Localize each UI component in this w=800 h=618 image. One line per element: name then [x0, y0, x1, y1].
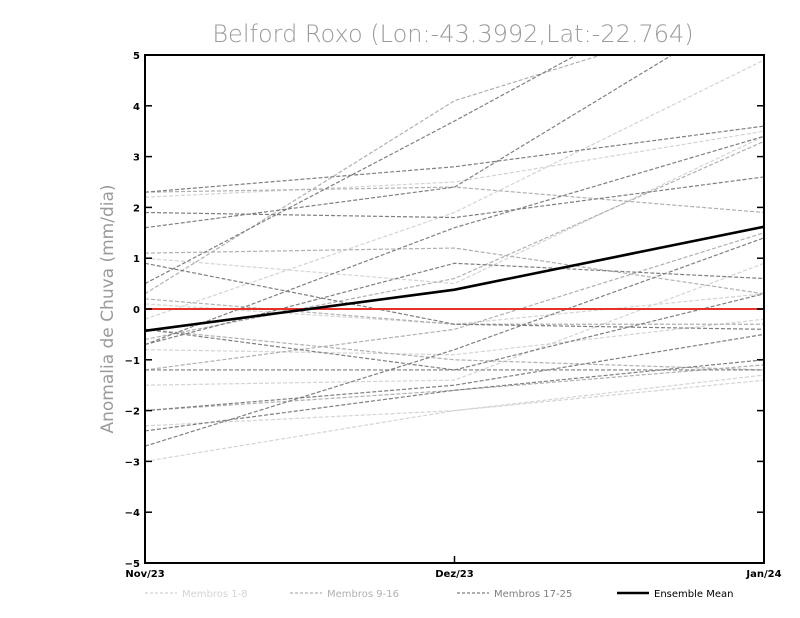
- member-line-25: [145, 262, 764, 346]
- y-tick-label: −3: [125, 457, 140, 468]
- ensemble-mean-group: [144, 225, 765, 333]
- legend-label: Membros 1-8: [182, 589, 248, 600]
- y-tick-label: 3: [133, 153, 140, 164]
- member-line-11: [145, 247, 764, 295]
- x-axis-ticks: Nov/23 Dez/23 Jan/24: [125, 556, 782, 580]
- x-tick-label: Nov/23: [125, 569, 164, 580]
- y-axis-ticks: 5 4 3 2 1 0 −1 −2 −3 −4 −5: [125, 51, 764, 570]
- member-line-23: [145, 333, 764, 412]
- y-tick-label: 5: [133, 51, 140, 62]
- member-line-26: [145, 55, 578, 285]
- y-axis-label: Anomalia de Chuva (mm/dia): [98, 184, 118, 433]
- member-line-7: [145, 318, 764, 356]
- ensemble-mean-line: [144, 225, 765, 333]
- y-tick-label: −2: [125, 407, 140, 418]
- member-line-10: [145, 232, 764, 371]
- member-line-15: [145, 364, 764, 412]
- y-tick-label: 0: [133, 305, 140, 316]
- y-tick-label: −4: [125, 508, 140, 519]
- member-line-20: [145, 125, 764, 193]
- member-line-16: [145, 140, 764, 341]
- y-tick-label: 2: [133, 203, 140, 214]
- member-lines: [145, 55, 764, 462]
- y-tick-label: −1: [125, 356, 140, 367]
- member-line-6: [145, 135, 764, 285]
- x-tick-label: Jan/24: [745, 569, 781, 580]
- member-line-19: [145, 237, 764, 447]
- chart-title: Belford Roxo (Lon:-43.3992,Lat:-22.764): [212, 20, 693, 48]
- member-line-24: [145, 262, 764, 330]
- legend-label: Membros 9-16: [327, 589, 399, 600]
- x-tick-label: Dez/23: [435, 569, 474, 580]
- member-line-27: [145, 293, 764, 371]
- member-line-17: [145, 135, 764, 346]
- member-line-5: [145, 262, 764, 386]
- y-tick-label: 1: [133, 254, 140, 265]
- member-line-4: [145, 293, 764, 325]
- member-line-12: [145, 186, 764, 214]
- member-line-28: [145, 359, 764, 432]
- legend-label: Membros 17-25: [494, 589, 572, 600]
- member-line-3: [145, 130, 764, 198]
- y-tick-label: −5: [125, 559, 140, 570]
- legend: Membros 1-8 Membros 9-16 Membros 17-25 Ense…: [145, 589, 733, 600]
- legend-label: Ensemble Mean: [654, 589, 733, 600]
- y-tick-label: 4: [133, 102, 140, 113]
- member-line-22: [145, 55, 674, 229]
- member-line-8: [145, 379, 764, 427]
- member-line-14: [145, 298, 764, 325]
- member-line-13: [145, 328, 764, 371]
